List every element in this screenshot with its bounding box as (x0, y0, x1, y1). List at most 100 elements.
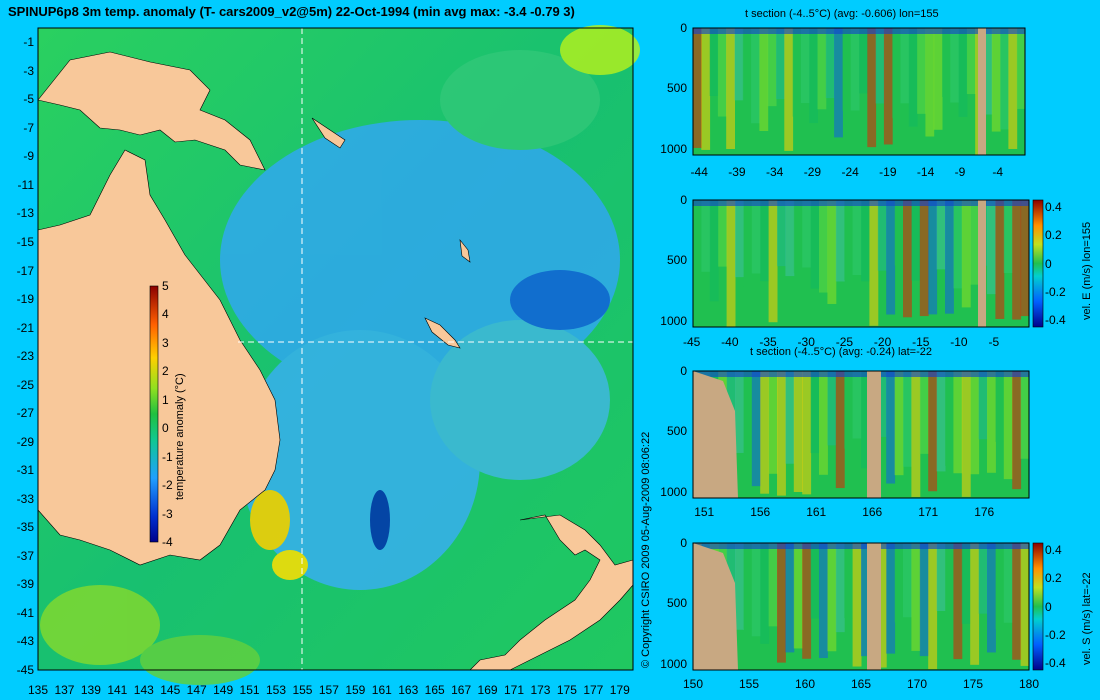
map-y-tick: -37 (16, 548, 34, 563)
map-y-tick: -17 (16, 263, 34, 278)
vel-e-section-colorbar-tick: 0.2 (1045, 228, 1062, 243)
vel-e-section-x-tick: -35 (759, 335, 777, 349)
map-colorbar-tick: -4 (162, 535, 173, 549)
map-x-tick: 155 (292, 683, 313, 697)
map-y-tick: -13 (16, 206, 34, 221)
vel-e-section-colorbar-tick: -0.2 (1045, 284, 1066, 299)
section-land (693, 371, 738, 498)
map-y-tick: -39 (16, 577, 34, 592)
t-section-lat-x-tick: 151 (694, 505, 715, 519)
vel-s-section-x-tick: 165 (851, 677, 872, 691)
map-x-tick: 143 (133, 683, 154, 697)
t-section-lon-x-tick: -9 (954, 165, 966, 179)
map-x-tick: 145 (160, 683, 181, 697)
t-section-lon-x-tick: -39 (728, 165, 746, 179)
map-x-tick: 137 (54, 683, 75, 697)
vel-e-section-y-tick: 500 (666, 253, 687, 268)
sections-svg (692, 27, 1044, 671)
map-x-tick: 169 (477, 683, 498, 697)
map-y-tick: -15 (16, 235, 34, 249)
vel-e-colorbar-label: vel. E (m/s) lon=155 (1081, 221, 1093, 320)
map-y-tick: -19 (16, 292, 34, 307)
t-section-lon-x-tick: -29 (803, 165, 822, 179)
t-section-lon-x-tick: -24 (841, 165, 859, 179)
map-x-tick: 177 (583, 683, 604, 697)
vel-e-section-x-tick: -15 (912, 335, 930, 349)
section-land (978, 28, 986, 155)
map-colorbar-tick: 3 (162, 335, 169, 350)
vel-s-section-colorbar-tick: -0.4 (1045, 655, 1066, 670)
section-land (978, 200, 986, 327)
vel-s-section-x-tick: 175 (963, 677, 984, 691)
page-title: SPINUP6p8 3m temp. anomaly (T- cars2009_… (8, 4, 575, 19)
map-colorbar-tick: 1 (162, 392, 169, 407)
vel-s-section-x-tick: 180 (1019, 677, 1040, 691)
vel-s-section-colorbar-tick: -0.2 (1045, 627, 1066, 642)
map-x-tick: 159 (345, 683, 366, 697)
map-x-tick: 179 (609, 683, 630, 697)
t-section-lon-y-tick: 0 (680, 21, 687, 35)
map-colorbar-tick: -2 (162, 478, 173, 493)
vel-e-section-y-tick: 1000 (660, 313, 687, 328)
map-colorbar-tick: 2 (162, 364, 169, 379)
vel-s-section-x-tick: 155 (739, 677, 760, 691)
vel-s-section-panel (692, 542, 1030, 671)
map-x-tick: 157 (318, 683, 339, 697)
australia-land (37, 149, 281, 566)
t-section-lon-x-tick: -19 (879, 165, 897, 179)
vel-s-section-colorbar-tick: 0.2 (1045, 571, 1062, 586)
t-section-lon-x-tick: -44 (690, 165, 708, 179)
t-section-lat-x-tick: 156 (750, 505, 771, 519)
vel-s-section-x-tick: 170 (907, 677, 928, 691)
map-y-tick: -21 (16, 320, 34, 335)
map-y-tick: -3 (23, 63, 34, 78)
vel-s-section-y-tick: 0 (680, 536, 687, 550)
map-x-tick: 149 (213, 683, 234, 697)
map-y-tick: -25 (16, 377, 34, 392)
map-y-tick: -31 (16, 463, 34, 478)
map-y-tick: -9 (23, 149, 34, 164)
vel-e-section-colorbar-tick: 0.4 (1045, 200, 1062, 215)
section-land (867, 543, 881, 670)
vel-s-section-colorbar-tick: 0 (1045, 599, 1052, 614)
map-chart (37, 25, 640, 685)
solomon-land (311, 117, 346, 149)
vel-e-section-x-tick: -45 (683, 335, 701, 349)
t-section-lon-x-tick: -34 (766, 165, 784, 179)
t-section-lat-x-tick: 176 (974, 505, 995, 519)
vel-e-section-panel (692, 199, 1030, 328)
map-colorbar-label: temperature anomaly (°C) (174, 373, 186, 500)
map-y-tick: -45 (16, 663, 34, 677)
map-x-tick: 173 (530, 683, 551, 697)
map-x-tick: 153 (266, 683, 287, 697)
map-colorbar-tick: 4 (162, 307, 169, 322)
section-land (693, 543, 738, 670)
map-x-tick: 175 (556, 683, 577, 697)
map-y-tick: -5 (23, 92, 34, 107)
map-y-tick: -43 (16, 634, 34, 649)
t-section-lat-x-tick: 166 (862, 505, 883, 519)
vel-e-section-colorbar-tick: 0 (1045, 256, 1052, 271)
map-frame (37, 27, 634, 671)
vel-e-section-x-tick: -25 (835, 335, 854, 349)
map-y-tick: -11 (17, 177, 34, 192)
map-land (37, 51, 634, 671)
new-zealand-land (469, 514, 634, 671)
vel-e-section-x-tick: -30 (797, 335, 815, 349)
map-x-tick: 135 (28, 683, 49, 697)
t-section-lon-x-tick: -4 (992, 165, 1004, 179)
map-colorbar-tick: 5 (162, 279, 169, 293)
map-y-tick: -35 (16, 520, 34, 535)
t-section-lat-panel (692, 370, 1030, 499)
vel-e-section-colorbar-tick: -0.4 (1045, 312, 1066, 327)
vel-e-colorbar (1032, 199, 1044, 328)
panel3-title: t section (-4..5°C) (avg: -0.24) lat=-22 (750, 346, 932, 358)
t-section-lat-x-tick: 161 (806, 505, 827, 519)
panel1-title: t section (-4..5°C) (avg: -0.606) lon=15… (745, 8, 939, 20)
vel-s-section-y-tick: 500 (666, 596, 687, 611)
map-colorbar (149, 285, 159, 543)
map-anomaly-patches (40, 25, 640, 685)
map-x-tick: 165 (424, 683, 445, 697)
vel-e-section-x-tick: -20 (873, 335, 892, 349)
map-x-tick: 151 (239, 683, 260, 697)
